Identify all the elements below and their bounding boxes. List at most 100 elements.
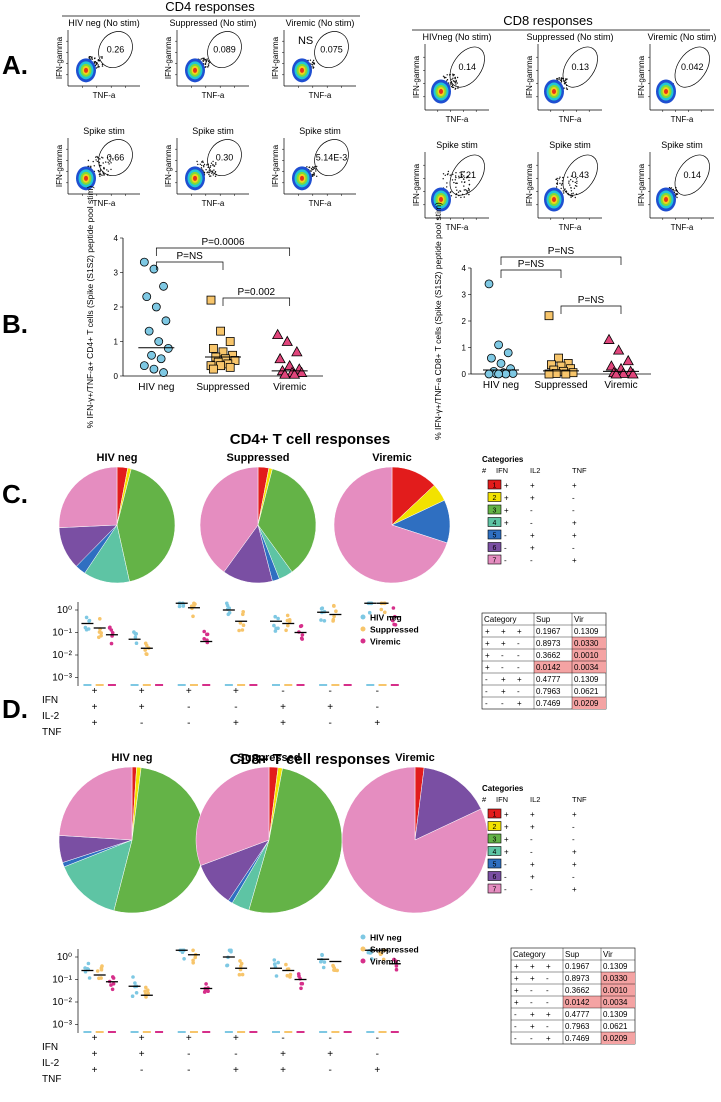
pie-slice-4 — [63, 839, 133, 912]
flow-event — [106, 157, 109, 159]
dot — [108, 625, 112, 630]
flow-event — [574, 181, 576, 184]
density-core — [193, 175, 197, 181]
flow-event — [458, 177, 460, 179]
table-cat-sign: - — [485, 699, 488, 708]
table-vir: 0.0621 — [603, 1022, 628, 1031]
flow-event — [451, 78, 453, 81]
table-sup: 0.4777 — [565, 1010, 590, 1019]
dot-y-tick-label: 10⁰ — [57, 952, 72, 963]
table-vir: 0.1309 — [603, 1010, 628, 1019]
density-core — [664, 197, 668, 203]
sign: - — [376, 686, 379, 697]
flow-plot-title: Suppressed (No stim) — [169, 18, 256, 28]
sign: + — [92, 1065, 98, 1076]
table-sup: 0.4777 — [536, 675, 561, 684]
cd4-pie-0: HIV neg — [58, 452, 176, 584]
table-header: Category — [513, 950, 545, 959]
dot — [299, 986, 303, 991]
pie-slice-7 — [195, 766, 270, 866]
flow-event — [97, 64, 99, 66]
dot — [273, 962, 277, 966]
pie-slice-7 — [58, 466, 118, 528]
dot — [130, 994, 135, 998]
cd8-pie-2: Viremic — [341, 752, 489, 914]
dot — [143, 641, 148, 646]
y-tick-label: 2 — [462, 317, 467, 326]
legend-il2: + — [530, 810, 535, 819]
flow-plot-cd4-5: Spike stim IFN-gamma TNF-a 5.14E-3 — [271, 126, 356, 208]
legend-il2: + — [530, 531, 535, 540]
data-point — [144, 326, 154, 336]
table-vir: 0.1309 — [574, 627, 599, 636]
flow-event — [95, 156, 97, 158]
flow-event — [566, 88, 569, 91]
dot-zero — [331, 1031, 340, 1033]
table-highlight — [572, 637, 606, 649]
legend-number: 2 — [493, 824, 497, 831]
flow-event — [672, 188, 674, 191]
flow-event — [112, 158, 114, 160]
p-value: P=0.0006 — [201, 237, 245, 248]
data-point — [139, 257, 149, 267]
dot-legend-label: HIV neg — [370, 933, 402, 943]
gate-percentage: 1.21 — [458, 170, 476, 180]
flow-x-label: TNF-a — [559, 223, 582, 232]
dot — [284, 962, 288, 967]
gate-percentage: 0.26 — [107, 45, 125, 55]
dot-legend-label: Viremic — [370, 637, 401, 647]
table-cat-sign: + — [517, 699, 522, 708]
dot — [276, 960, 281, 965]
gate-ellipse — [314, 31, 349, 68]
density-core — [300, 67, 304, 73]
flow-event — [449, 82, 452, 84]
dot-y-tick-label: 10⁻³ — [52, 673, 72, 684]
table-cat-sign: + — [514, 998, 519, 1007]
dot-zero — [390, 684, 399, 686]
pie-title: Suppressed — [238, 752, 301, 764]
flow-event — [312, 168, 315, 170]
legend-number: 4 — [493, 520, 497, 527]
flow-event — [208, 169, 210, 171]
flow-event — [455, 84, 457, 86]
flow-event — [206, 59, 208, 62]
flow-event — [101, 174, 103, 176]
legend-tnf: + — [572, 885, 577, 894]
dot — [335, 968, 340, 973]
dot-zero — [296, 1031, 305, 1033]
data-point — [156, 354, 166, 364]
flow-event — [454, 81, 456, 83]
row-label-il2: IL-2 — [42, 711, 60, 722]
dot — [285, 618, 290, 623]
pie-slice-6 — [414, 767, 482, 841]
flow-event — [576, 185, 578, 187]
dot — [225, 603, 230, 608]
legend-tnf: + — [572, 848, 577, 857]
flow-event — [208, 171, 210, 174]
flow-event — [316, 165, 318, 168]
dot-zero — [107, 1031, 116, 1033]
dot — [276, 616, 280, 621]
table-cat-sign: + — [546, 1010, 551, 1019]
legend-tnf: - — [572, 544, 575, 553]
flow-plot-cd8-4: Spike stim IFN-gamma TNF-a 0.43 — [525, 140, 602, 232]
dot — [110, 987, 115, 992]
cd8-pie-0: HIV neg — [58, 752, 206, 914]
legend-ifn: + — [504, 823, 509, 832]
dot — [86, 961, 91, 966]
legend-swatch-5 — [487, 529, 502, 540]
pie-slice-3 — [116, 468, 176, 582]
flow-event — [306, 166, 308, 168]
flow-event — [212, 164, 214, 166]
flow-event — [456, 189, 458, 191]
dot — [84, 627, 89, 632]
flow-event — [197, 163, 199, 166]
data-point — [159, 368, 168, 377]
row-label-il2: IL-2 — [42, 1058, 60, 1069]
cd8-dot-plot: 10⁰ 10⁻¹ 10⁻² 10⁻³ HIV neg Suppressed Viremic I… — [42, 933, 419, 1086]
flow-x-label: TNF-a — [202, 199, 225, 208]
table-cat-sign: - — [501, 699, 504, 708]
table-header: Sup — [565, 950, 580, 959]
table-cat-sign: - — [517, 651, 520, 660]
